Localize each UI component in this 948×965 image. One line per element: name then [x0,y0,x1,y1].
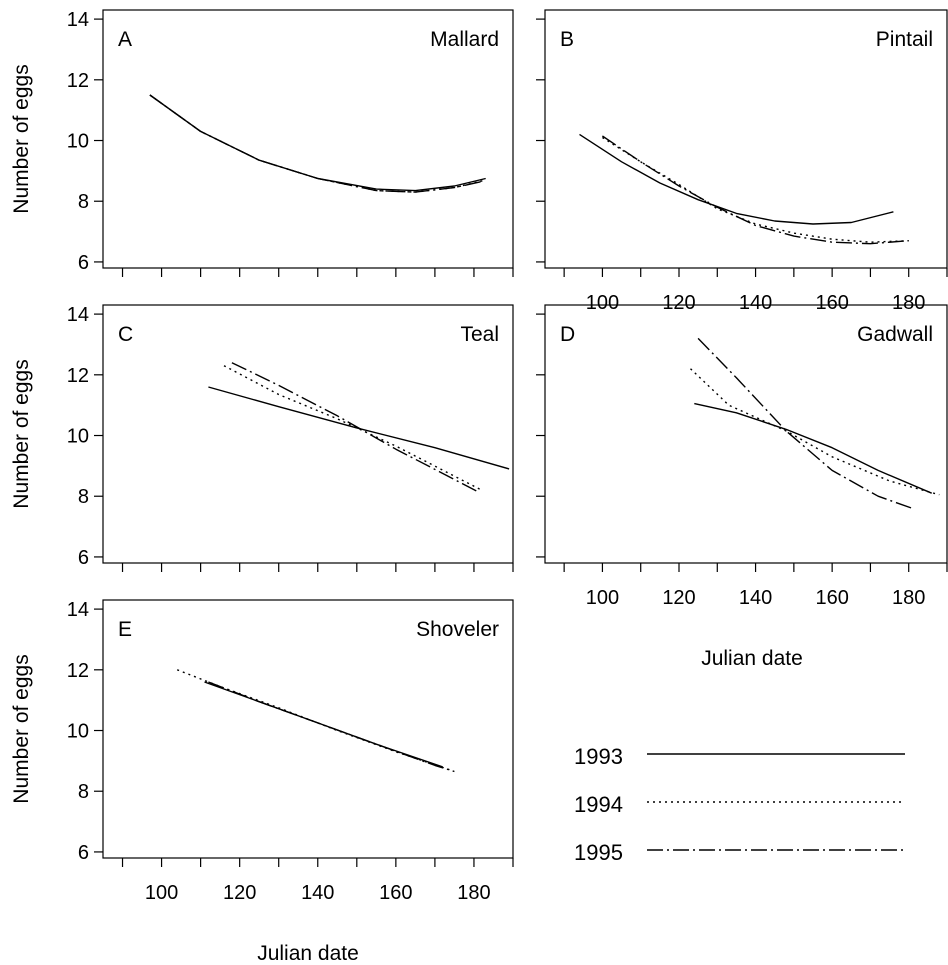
panel-frame [102,599,514,859]
y-tick-label: 10 [67,721,89,743]
series-line-1995 [602,135,909,245]
x-tick-label: 120 [662,292,695,314]
x-tick-label: 160 [815,292,848,314]
y-tick-label: 6 [78,842,89,864]
panel-letter: C [118,323,133,346]
x-tick-label: 180 [892,292,925,314]
y-tick-label: 14 [67,304,89,326]
series-line-1993 [694,402,932,494]
y-tick-label: 8 [78,781,89,803]
panel-frame [544,9,948,269]
series-line-1993 [149,94,486,192]
panel-frame [102,9,514,269]
x-tick-label: 140 [301,882,334,904]
y-tick-label: 12 [67,365,89,387]
panel-title: Teal [460,323,499,346]
panel-letter: A [118,28,132,51]
y-axis-title: Number of eggs [10,64,33,213]
legend-label-1994: 1994 [574,792,623,817]
y-tick-label: 10 [67,131,89,153]
panel-frame [544,304,948,564]
panel-c: 6 8 10 12 14 C Teal [67,304,514,572]
y-tick-label: 6 [78,252,89,274]
y-axis-title: Number of eggs [10,359,33,508]
y-tick-label: 10 [67,426,89,448]
panel-letter: D [560,323,575,346]
panel-title: Gadwall [857,323,933,346]
panel-e: 6 8 10 12 14 100 120 140 160 180 E Shoveler [67,599,514,904]
series-line-1995 [208,681,455,773]
series-line-1995 [149,94,482,193]
legend: 1993 1994 1995 [574,744,905,865]
x-tick-label: 140 [739,587,772,609]
x-tick-label: 100 [145,882,178,904]
x-tick-label: 180 [892,587,925,609]
panel-title: Pintail [876,28,933,51]
x-tick-label: 180 [457,882,490,904]
panel-a: 6 8 10 12 14 A Mallard [67,9,514,277]
x-tick-label: 140 [739,292,772,314]
legend-label-1995: 1995 [574,840,623,865]
series-line-1993 [579,133,894,225]
panel-title: Shoveler [416,618,499,641]
series-line-1994 [149,94,486,193]
series-line-1995 [231,362,479,493]
y-tick-label: 6 [78,547,89,569]
x-axis-title-right: Julian date [701,647,803,670]
series-line-1993 [208,386,510,470]
panel-title: Mallard [430,28,499,51]
y-tick-label: 8 [78,486,89,508]
series-line-1994 [223,365,483,491]
y-tick-label: 8 [78,191,89,213]
panel-letter: B [560,28,574,51]
series-line-1994 [690,368,940,496]
y-tick-label: 12 [67,70,89,92]
y-axis-title: Number of eggs [10,654,33,803]
panel-letter: E [118,618,132,641]
x-tick-label: 120 [223,882,256,904]
series-line-1995 [697,337,913,510]
legend-label-1993: 1993 [574,744,623,769]
y-tick-label: 14 [67,9,89,31]
x-tick-label: 160 [379,882,412,904]
y-tick-label: 12 [67,660,89,682]
series-line-1994 [602,136,909,243]
x-tick-label: 120 [662,587,695,609]
panel-b: 100 120 140 160 180 B Pintail [536,9,948,314]
x-tick-label: 100 [586,587,619,609]
panel-d: 100 120 140 160 180 D Gadwall [536,304,948,609]
x-tick-label: 160 [815,587,848,609]
x-axis-title-bottom: Julian date [257,942,359,965]
y-tick-label: 14 [67,599,89,621]
x-tick-label: 100 [586,292,619,314]
panel-frame [102,304,514,564]
